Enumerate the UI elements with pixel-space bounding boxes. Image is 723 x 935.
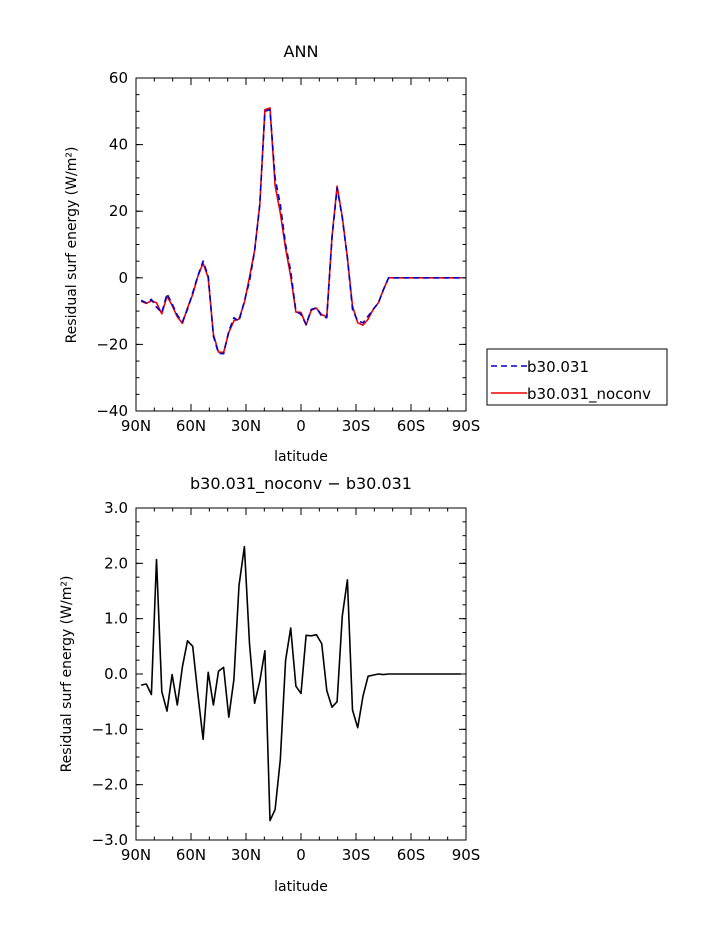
x-tick-label: 90N xyxy=(121,417,151,435)
series-lines xyxy=(140,545,461,822)
chart-title: b30.031_noconv − b30.031 xyxy=(190,474,412,494)
series-lines xyxy=(140,107,461,355)
y-tick-label: 1.0 xyxy=(104,610,128,628)
y-tick-label: −20 xyxy=(96,335,128,353)
x-tick-label: 90S xyxy=(452,417,481,435)
legend-label-b30-031-noconv: b30.031_noconv xyxy=(527,385,651,404)
y-tick-label: 3.0 xyxy=(104,499,128,517)
y-tick-label: 0 xyxy=(118,269,128,287)
legend-box xyxy=(486,348,668,406)
y-axis-label: Residual surf energy (W/m²) xyxy=(64,147,80,344)
x-tick-label: 30N xyxy=(231,417,261,435)
panel-ann: ANN 90N 60N 30N 0 30S 60S 90S −40 −20 0 20 40 60 lat… xyxy=(64,42,668,465)
legend: b30.031 b30.031_noconv xyxy=(486,348,668,406)
y-tick-label: −40 xyxy=(96,402,128,420)
x-tick-label: 90N xyxy=(121,846,151,864)
x-tick-label: 0 xyxy=(296,846,306,864)
y-tick-label: −2.0 xyxy=(92,776,128,794)
x-tick-label: 0 xyxy=(296,417,306,435)
axis-ticks: 90N 60N 30N 0 30S 60S 90S −40 −20 0 20 40 60 xyxy=(96,69,480,435)
x-tick-label: 30S xyxy=(342,846,371,864)
plot-area: 90N 60N 30N 0 30S 60S 90S −3.0 −2.0 −1.0 0.0 1.0 2.0… xyxy=(92,499,481,864)
x-axis-label: latitude xyxy=(274,449,328,465)
y-tick-label: −3.0 xyxy=(92,831,128,849)
x-tick-label: 60S xyxy=(397,846,426,864)
series-line-difference xyxy=(140,545,461,822)
series-line-b30-031 xyxy=(140,108,461,355)
y-tick-label: −1.0 xyxy=(92,720,128,738)
plot-frame xyxy=(135,77,467,412)
y-tick-label: 60 xyxy=(109,69,128,87)
y-tick-label: 2.0 xyxy=(104,554,128,572)
panel-difference: b30.031_noconv − b30.031 90N 60N 30N 0 30S 60… xyxy=(59,474,480,895)
legend-label-b30-031: b30.031 xyxy=(527,358,589,376)
y-tick-label: 40 xyxy=(109,136,128,154)
x-tick-label: 30S xyxy=(342,417,371,435)
x-tick-label: 90S xyxy=(452,846,481,864)
x-tick-label: 60S xyxy=(397,417,426,435)
x-tick-label: 60N xyxy=(176,846,206,864)
x-tick-label: 60N xyxy=(176,417,206,435)
axis-ticks: 90N 60N 30N 0 30S 60S 90S −3.0 −2.0 −1.0 0.0 1.0 2.0… xyxy=(92,499,481,864)
x-tick-label: 30N xyxy=(231,846,261,864)
y-tick-label: 0.0 xyxy=(104,665,128,683)
plot-area: 90N 60N 30N 0 30S 60S 90S −40 −20 0 20 40 60 xyxy=(96,69,480,435)
chart-title: ANN xyxy=(284,42,319,61)
y-axis-label: Residual surf energy (W/m²) xyxy=(59,576,75,773)
y-tick-label: 20 xyxy=(109,202,128,220)
x-axis-label: latitude xyxy=(274,879,328,895)
